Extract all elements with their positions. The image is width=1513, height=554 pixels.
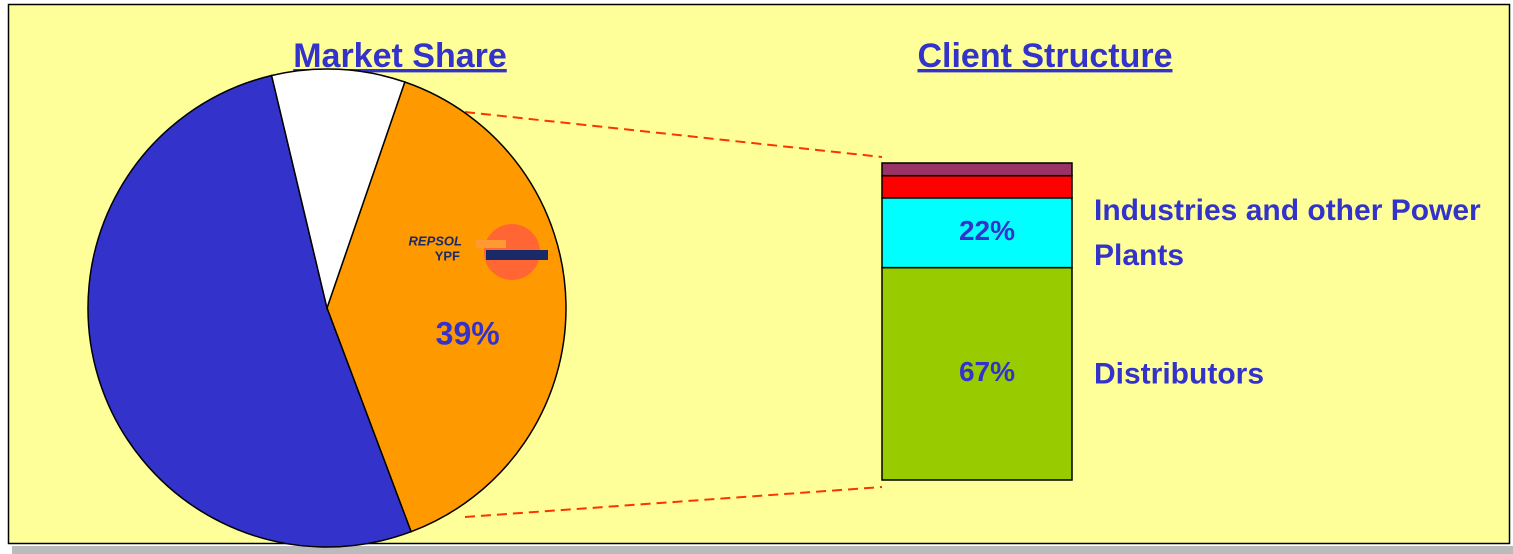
pie — [87, 68, 567, 548]
connector — [464, 111, 883, 158]
pie-slice — [87, 74, 413, 548]
bar-segment — [881, 174, 1073, 199]
logo-text: REPSOL — [409, 233, 463, 248]
logo-mark — [486, 250, 548, 260]
segment-name: Distributors — [1094, 357, 1265, 391]
data-label: 22% — [959, 215, 1015, 246]
pie-slice — [270, 68, 406, 311]
stacked-bar: 67% 22% — [881, 162, 1073, 481]
bar-segment — [881, 162, 1073, 177]
chart-title: Client Structure — [917, 37, 1172, 75]
logo-text: YPF — [435, 248, 460, 263]
segment-name: Industries and other Power Plants — [1094, 193, 1481, 272]
connector — [464, 486, 883, 518]
data-label: 67% — [959, 356, 1015, 387]
data-label: 39% — [436, 315, 500, 351]
pie-slice — [326, 81, 567, 533]
bar-segment — [881, 197, 1073, 269]
shadow — [12, 546, 1513, 554]
logo-mark — [476, 240, 506, 248]
logo: REPSOL YPF — [409, 224, 548, 280]
